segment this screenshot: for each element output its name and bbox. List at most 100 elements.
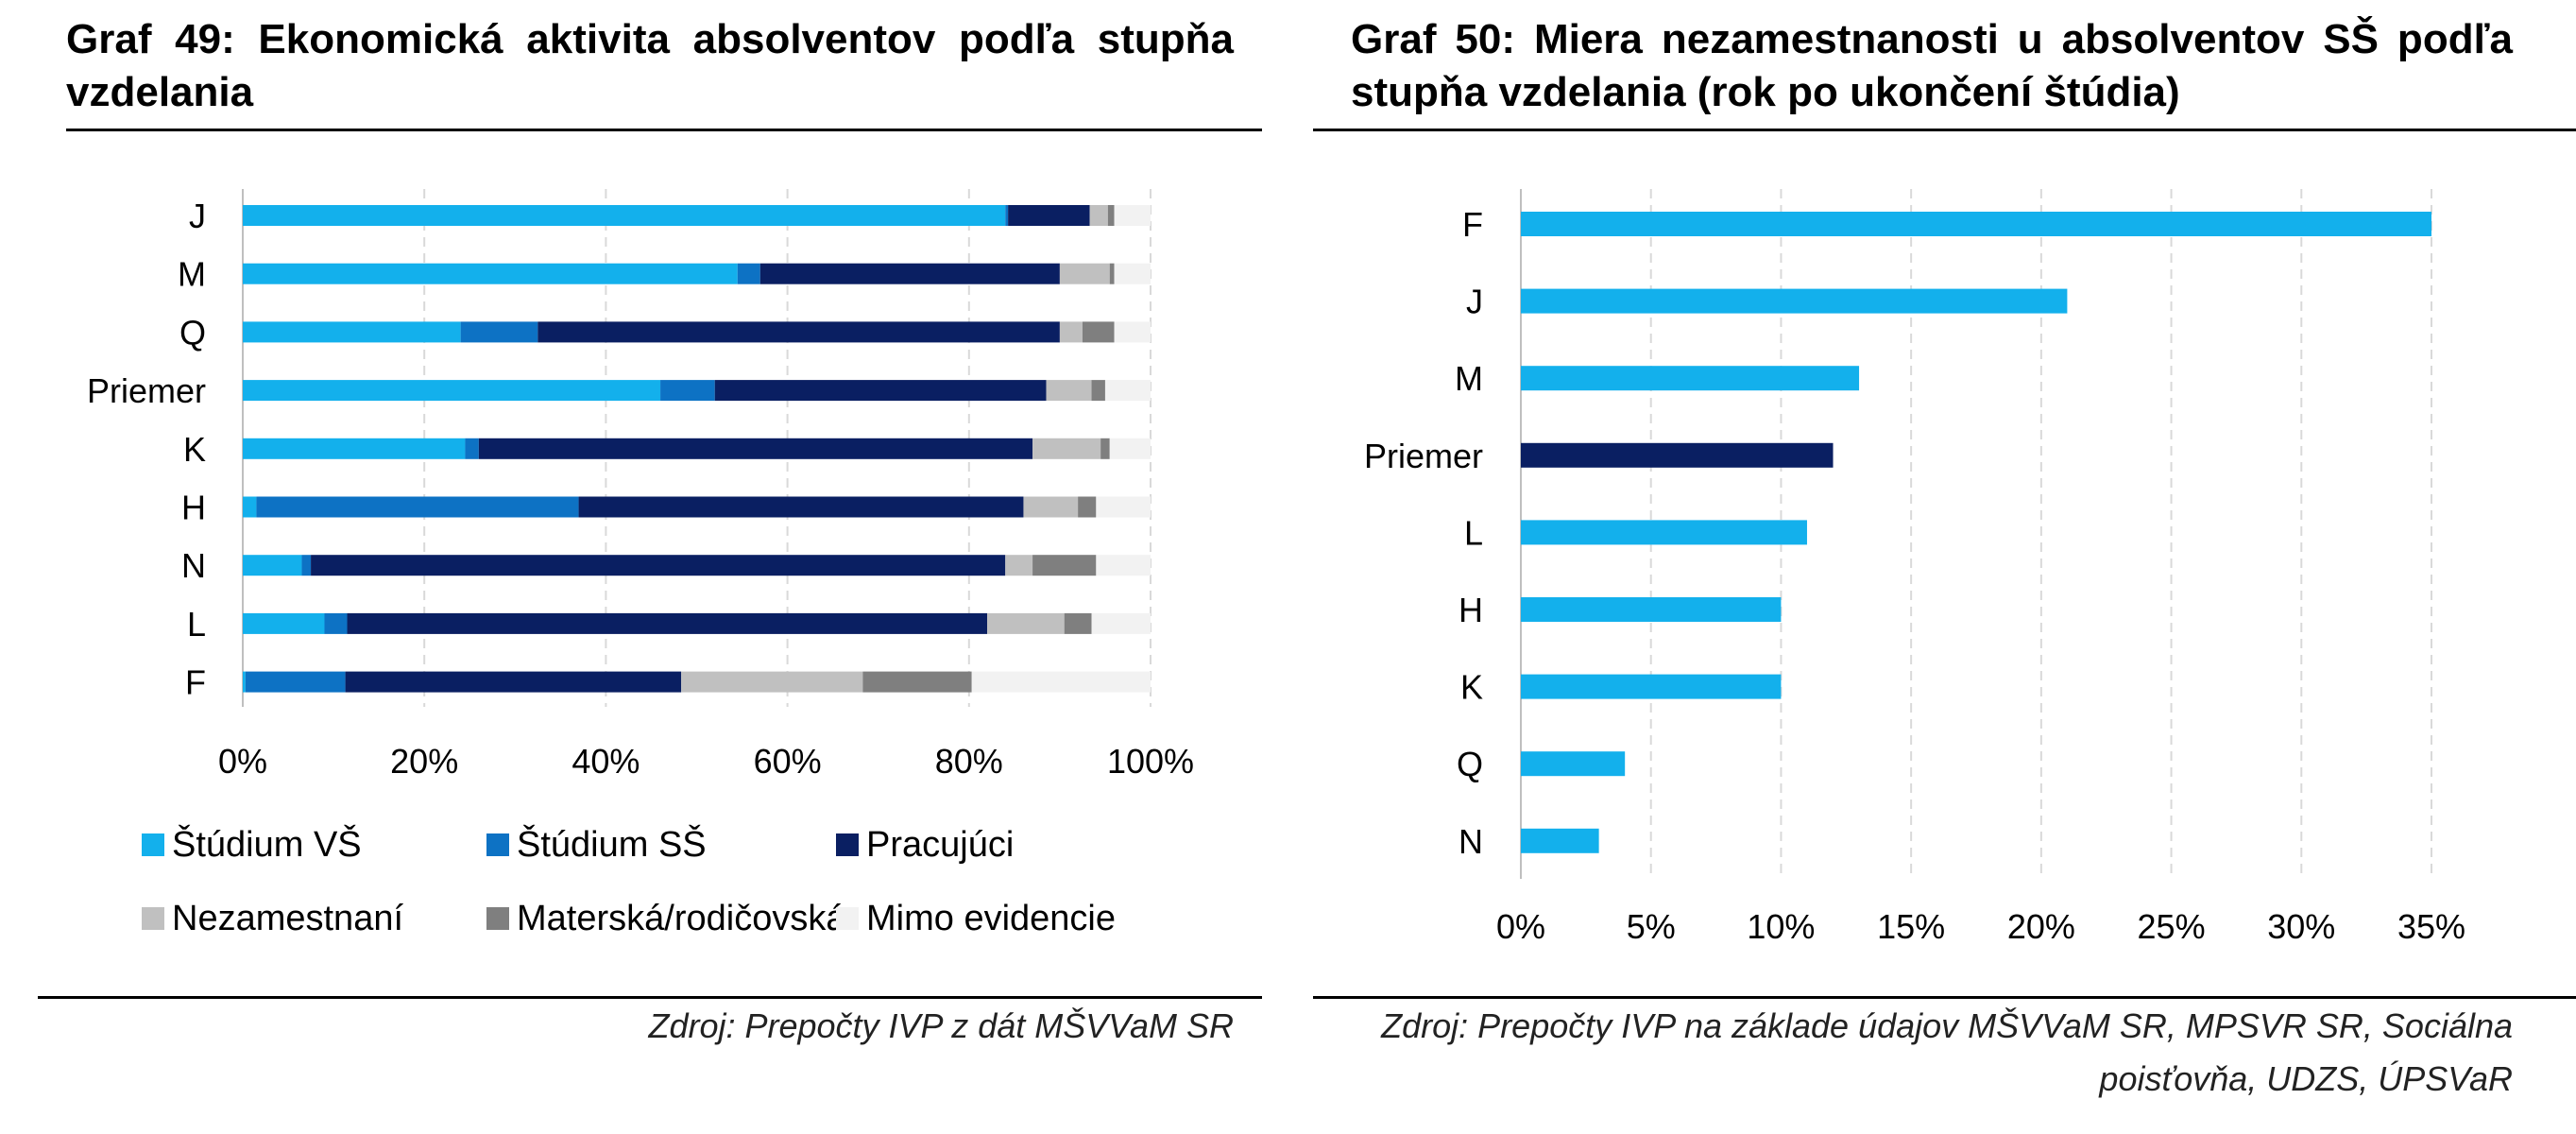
bar	[1521, 288, 2068, 314]
chart-panel-graf-49: Graf 49: Ekonomická aktivita absolventov…	[0, 0, 1266, 1134]
bar-segment-studium-ss	[465, 438, 479, 459]
legend-swatch	[142, 833, 164, 856]
category-label: Q	[1457, 745, 1483, 783]
bar-segment-studium-vs	[243, 555, 302, 576]
bar-segment-studium-ss	[660, 380, 715, 402]
category-label: F	[185, 663, 206, 702]
bar-segment-pracujuci	[478, 438, 1033, 459]
category-label: L	[187, 605, 206, 644]
bar-segment-mimo-evidencie	[971, 671, 1151, 693]
legend-label: Materská/rodičovská	[517, 898, 846, 938]
x-tick-label: 15%	[1877, 907, 1945, 946]
bar-segment-studium-ss	[301, 555, 312, 576]
bar-segment-nezamestnani	[1046, 380, 1092, 402]
bar	[1521, 520, 1807, 545]
bar-segment-mimo-evidencie	[1114, 321, 1151, 343]
bar-segment-studium-ss	[737, 263, 760, 284]
category-label: K	[1460, 668, 1483, 707]
bar-segment-nezamestnani	[681, 671, 863, 693]
category-label: K	[183, 430, 206, 469]
bar-segment-materska-rodicovska	[1091, 380, 1105, 402]
bar-segment-studium-vs	[243, 380, 661, 402]
bar-segment-pracujuci	[537, 321, 1060, 343]
legend-item-materska-rodicovska: Materská/rodičovská	[486, 896, 845, 941]
bar-segment-studium-vs	[243, 263, 738, 284]
category-label: H	[1459, 591, 1483, 629]
x-tick-label: 60%	[754, 742, 822, 781]
bar-segment-mimo-evidencie	[1091, 612, 1151, 634]
bar-segment-pracujuci	[1008, 205, 1090, 226]
legend-label: Pracujúci	[866, 824, 1015, 865]
legend-swatch	[836, 833, 859, 856]
category-label: L	[1464, 513, 1483, 552]
bar-segment-nezamestnani	[1059, 263, 1110, 284]
bar-segment-studium-ss	[324, 612, 348, 634]
legend-label: Štúdium SŠ	[517, 824, 707, 865]
bar-segment-materska-rodicovska	[862, 671, 972, 693]
source-note: Zdroj: Prepočty IVP na základe údajov MŠ…	[1381, 1006, 2513, 1098]
bar-segment-pracujuci	[578, 496, 1024, 518]
chart-title: Graf 49: Ekonomická aktivita absolventov…	[66, 16, 1234, 115]
bar-chart: 0% 5% 10% 15% 20% 25% 30% 35% F JM Priemer L H KQ N	[1364, 189, 2465, 946]
legend-label: Mimo evidencie	[866, 898, 1116, 938]
bar-segment-studium-ss	[256, 496, 579, 518]
category-label: N	[181, 546, 206, 585]
bar-segment-studium-vs	[243, 671, 246, 693]
bar-segment-studium-ss	[460, 321, 538, 343]
source-divider	[38, 996, 1262, 999]
x-tick-label: 0%	[218, 742, 267, 781]
legend-label: Nezamestnaní	[172, 898, 404, 938]
bar-segment-mimo-evidencie	[1096, 555, 1151, 576]
bar-segment-studium-vs	[243, 205, 1006, 226]
title-underline	[1313, 129, 2576, 131]
legend-swatch	[142, 907, 164, 930]
x-tick-label: 25%	[2138, 907, 2206, 946]
legend-item-nezamestnani: Nezamestnaní	[142, 896, 403, 941]
x-tick-label: 35%	[2397, 907, 2465, 946]
bar-segment-studium-ss	[1005, 205, 1009, 226]
x-tick-label: 5%	[1627, 907, 1676, 946]
source-divider	[1313, 996, 2576, 999]
bar-segment-pracujuci	[311, 555, 1006, 576]
bar-segment-pracujuci	[347, 612, 988, 634]
bar-segment-nezamestnani	[1005, 555, 1033, 576]
x-tick-label: 10%	[1747, 907, 1815, 946]
category-label: Q	[179, 313, 206, 352]
category-label: J	[1466, 283, 1483, 321]
bar-segment-pracujuci	[759, 263, 1060, 284]
bar-segment-studium-vs	[243, 321, 461, 343]
bar	[1521, 828, 1599, 853]
legend-label: Štúdium VŠ	[172, 824, 362, 865]
category-label: M	[178, 255, 206, 294]
category-label: Priemer	[87, 371, 206, 410]
bar-segment-studium-vs	[243, 496, 257, 518]
bar	[1521, 751, 1626, 777]
x-tick-label: 20%	[390, 742, 458, 781]
bar-segment-nezamestnani	[1032, 438, 1101, 459]
legend-swatch	[486, 833, 509, 856]
x-tick-label: 30%	[2267, 907, 2335, 946]
category-label: F	[1462, 205, 1483, 244]
legend-item-mimo-evidencie: Mimo evidencie	[836, 896, 1116, 941]
legend-item-studium-vs: Štúdium VŠ	[142, 822, 362, 868]
bar-segment-materska-rodicovska	[1082, 321, 1115, 343]
x-tick-label: 0%	[1496, 907, 1545, 946]
category-label: J	[189, 197, 206, 235]
bar-segment-nezamestnani	[1089, 205, 1108, 226]
bar-segment-mimo-evidencie	[1104, 380, 1151, 402]
bar-segment-materska-rodicovska	[1064, 612, 1092, 634]
source-note: Zdroj: Prepočty IVP z dát MŠVVaM SR	[648, 1006, 1234, 1045]
bar-segment-nezamestnani	[1023, 496, 1079, 518]
bar	[1521, 442, 1834, 468]
x-tick-label: 20%	[2007, 907, 2075, 946]
chart-title: Graf 50: Miera nezamestnanosti u absolve…	[1351, 16, 2513, 115]
legend-item-pracujuci: Pracujúci	[836, 822, 1014, 868]
bar-segment-materska-rodicovska	[1107, 205, 1115, 226]
bar-segment-studium-vs	[243, 438, 466, 459]
category-label: H	[181, 489, 206, 527]
category-label: Priemer	[1364, 437, 1483, 475]
x-tick-label: 80%	[935, 742, 1003, 781]
bar-segment-materska-rodicovska	[1109, 263, 1115, 284]
bar-segment-pracujuci	[714, 380, 1047, 402]
